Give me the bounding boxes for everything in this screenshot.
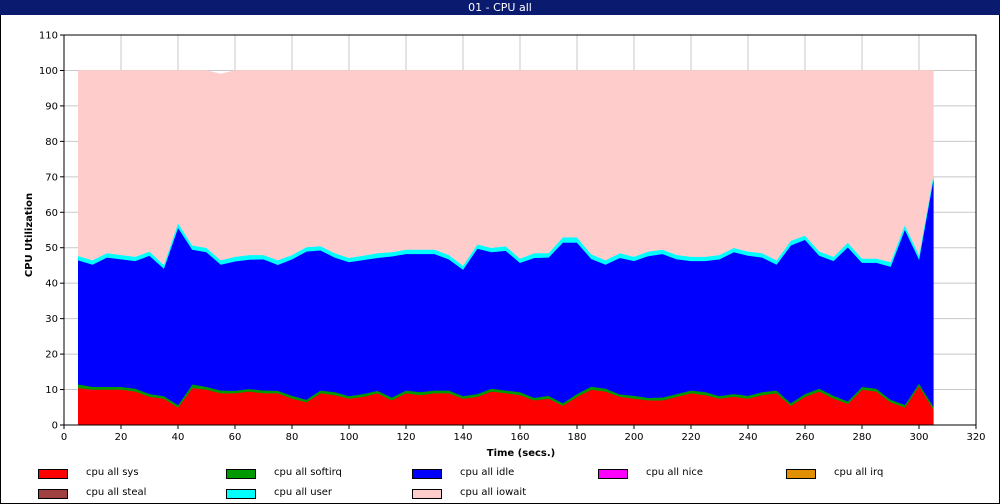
cpu-utilization-chart: 0 10 20 30 40 50 60 70 80 90 100 110 0 20 40 60 80 100 120…: [24, 31, 986, 460]
legend-label: cpu all sys: [86, 467, 139, 478]
x-tick-label: 280: [852, 432, 871, 443]
y-tick-label: 80: [45, 137, 58, 148]
x-tick-label: 80: [286, 432, 299, 443]
legend-label: cpu all iowait: [460, 487, 527, 498]
x-tick-label: 200: [624, 432, 643, 443]
x-tick-label: 260: [795, 432, 814, 443]
x-tick-label: 180: [567, 432, 586, 443]
legend-swatch: [226, 489, 256, 499]
legend-swatch: [786, 469, 816, 479]
x-tick-label: 320: [966, 432, 985, 443]
legend-label: cpu all nice: [646, 467, 703, 478]
x-tick-label: 100: [339, 432, 358, 443]
axes: 0 10 20 30 40 50 60 70 80 90 100 110 0 20 40 60 80 100 120…: [39, 31, 986, 444]
legend-label: cpu all steal: [86, 487, 147, 498]
y-tick-label: 70: [45, 172, 58, 183]
y-tick-label: 100: [39, 66, 58, 77]
x-tick-label: 160: [510, 432, 529, 443]
legend-swatch: [38, 469, 68, 479]
x-axis-label: Time (secs.): [487, 448, 556, 459]
y-tick-label: 20: [45, 350, 58, 361]
legend-swatch: [226, 469, 256, 479]
x-tick-label: 300: [909, 432, 928, 443]
x-tick-label: 20: [115, 432, 128, 443]
y-tick-label: 60: [45, 208, 58, 219]
y-axis-label: CPU Utilization: [24, 193, 35, 277]
x-tick-label: 0: [61, 432, 67, 443]
y-tick-label: 90: [45, 101, 58, 112]
y-tick-label: 0: [52, 421, 58, 432]
y-tick-label: 40: [45, 279, 58, 290]
legend-label: cpu all irq: [834, 467, 884, 478]
x-tick-label: 40: [172, 432, 185, 443]
x-tick-label: 60: [229, 432, 242, 443]
x-tick-label: 140: [453, 432, 472, 443]
y-tick-label: 50: [45, 243, 58, 254]
y-tick-label: 110: [39, 31, 58, 42]
x-tick-label: 120: [396, 432, 415, 443]
legend-label: cpu all user: [274, 487, 333, 498]
legend-label: cpu all softirq: [274, 467, 342, 478]
stacked-areas: [78, 70, 934, 426]
legend-swatch: [412, 469, 442, 479]
legend-swatch: [38, 489, 68, 499]
plot-border: [63, 34, 977, 426]
window-title: 01 - CPU all: [0, 0, 1000, 15]
y-tick-label: 30: [45, 314, 58, 325]
legend-swatch: [412, 489, 442, 499]
legend-swatch: [598, 469, 628, 479]
x-tick-label: 240: [738, 432, 757, 443]
x-tick-label: 220: [681, 432, 700, 443]
legend: cpu all sys cpu all softirq cpu all idle cp…: [0, 464, 1000, 504]
legend-label: cpu all idle: [460, 467, 515, 478]
y-tick-label: 10: [45, 385, 58, 396]
series-area-cpu-all-iowait: [78, 70, 934, 266]
